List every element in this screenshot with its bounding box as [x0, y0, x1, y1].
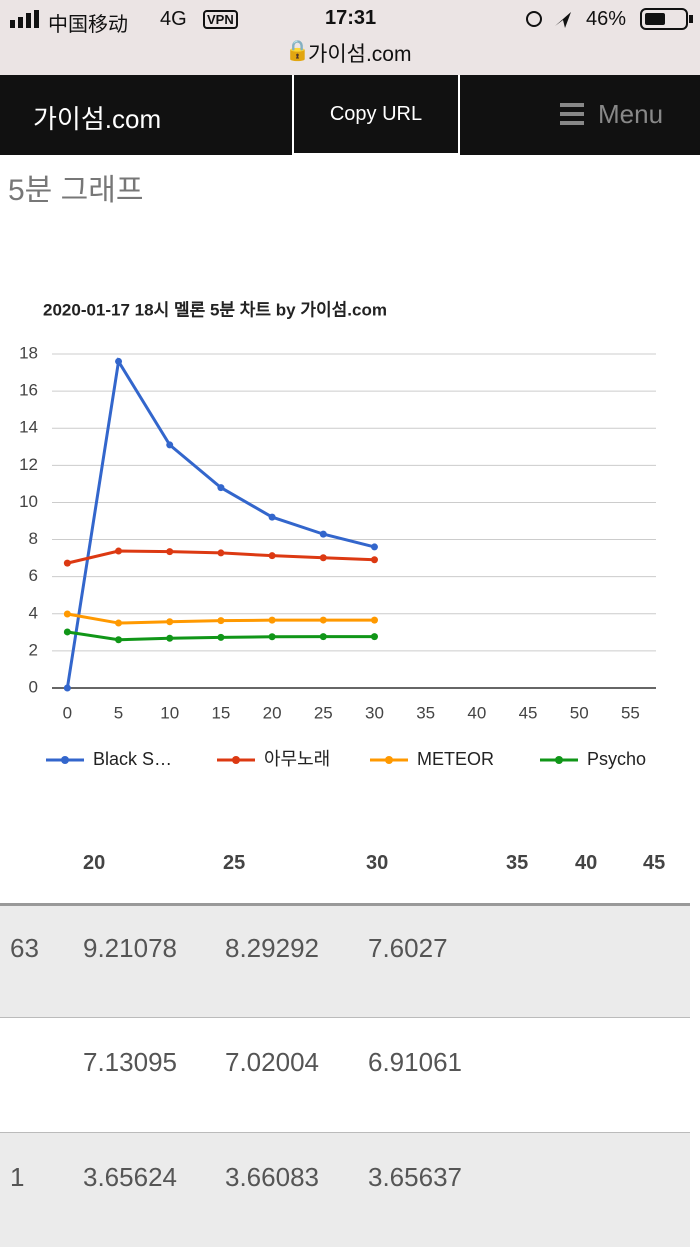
- data-point: [370, 543, 378, 551]
- data-point: [115, 547, 123, 555]
- y-tick-label: 0: [29, 677, 38, 696]
- legend-label: 아무노래: [264, 749, 330, 769]
- logo[interactable]: 가이섬.com: [33, 104, 162, 134]
- table-cell: 3.65624: [83, 1162, 177, 1192]
- data-point: [115, 357, 123, 365]
- nav-bar: 가이섬.com Copy URL Menu: [0, 75, 700, 155]
- x-tick-label: 5: [114, 703, 123, 722]
- x-tick-label: 45: [519, 703, 538, 722]
- y-tick-label: 10: [19, 492, 38, 511]
- data-point: [268, 552, 276, 560]
- data-point: [268, 616, 276, 624]
- y-tick-label: 16: [19, 381, 38, 400]
- table-cell: 3.65637: [368, 1162, 462, 1192]
- data-point: [63, 610, 71, 618]
- battery-icon: [640, 8, 693, 30]
- menu-label[interactable]: Menu: [598, 99, 664, 129]
- x-tick-label: 20: [263, 703, 282, 722]
- chart: 2020-01-17 18시 멜론 5분 차트 by 가이섬.com 0 2 4 6 8…: [19, 300, 656, 769]
- table-row: [0, 903, 690, 1020]
- copy-url-button[interactable]: Copy URL: [292, 75, 460, 155]
- x-tick-label: 40: [467, 703, 486, 722]
- data-point: [319, 633, 327, 641]
- legend-label: Psycho: [587, 749, 646, 769]
- column-header: 30: [366, 852, 389, 874]
- column-header: 20: [83, 852, 106, 874]
- x-tick-label: 10: [160, 703, 179, 722]
- x-tick-label: 25: [314, 703, 333, 722]
- data-point: [370, 616, 378, 624]
- column-header: 40: [575, 852, 598, 874]
- data-point: [115, 619, 123, 627]
- table-cell: 3.66083: [225, 1162, 319, 1192]
- column-header: 25: [223, 852, 246, 874]
- data-point: [166, 618, 174, 626]
- data-point: [63, 628, 71, 636]
- table-row: [0, 1132, 690, 1247]
- table-row: [0, 1017, 690, 1132]
- data-point: [63, 559, 71, 567]
- data-point: [319, 616, 327, 624]
- data-point: [268, 513, 276, 521]
- data-point: [370, 633, 378, 641]
- data-point: [115, 636, 123, 644]
- y-tick-label: 4: [29, 603, 38, 622]
- carrier: 中国移动: [48, 14, 128, 36]
- x-tick-label: 15: [211, 703, 230, 722]
- legend-dot: [232, 756, 240, 764]
- vpn-badge: VPN: [203, 10, 238, 29]
- x-tick-label: 35: [416, 703, 435, 722]
- status-bar: 中国移动 4G VPN 17:31 46% 🔒 가이섬.com: [0, 0, 700, 75]
- time: 17:31: [325, 7, 377, 29]
- data-point: [166, 441, 174, 449]
- data-point: [217, 484, 225, 492]
- data-table: 20 25 30 35 40 45 63 9.21078 8.29292 7.6027 7.1309…: [0, 830, 700, 1247]
- section-title: 5분 그래프: [8, 174, 144, 207]
- table-cell: 63: [10, 933, 39, 963]
- y-tick-label: 6: [29, 566, 38, 585]
- data-point: [63, 684, 71, 692]
- y-tick-label: 18: [19, 343, 38, 362]
- data-point: [166, 634, 174, 642]
- data-point: [217, 549, 225, 557]
- data-point: [268, 633, 276, 641]
- legend-dot: [555, 756, 563, 764]
- column-header: 45: [643, 852, 666, 874]
- y-tick-label: 12: [19, 455, 38, 474]
- table-cell: 6.91061: [368, 1047, 462, 1077]
- menu-icon[interactable]: [560, 103, 586, 125]
- legend-label: METEOR: [417, 749, 494, 769]
- table-cell: 7.6027: [368, 933, 448, 963]
- signal-icon: [10, 10, 39, 28]
- table-cell: 8.29292: [225, 933, 319, 963]
- x-tick-label: 50: [570, 703, 589, 722]
- legend-dot: [385, 756, 393, 764]
- lock-icon: 🔒: [285, 40, 310, 62]
- location-icons: [526, 11, 571, 28]
- battery-level: 46%: [586, 8, 627, 30]
- table-cell: 7.13095: [83, 1047, 177, 1077]
- column-header: 35: [506, 852, 529, 874]
- y-tick-label: 2: [29, 640, 38, 659]
- network: 4G: [160, 8, 187, 30]
- y-tick-label: 8: [29, 529, 38, 548]
- chart-title: 2020-01-17 18시 멜론 5분 차트 by 가이섬.com: [43, 300, 387, 319]
- url: 가이섬.com: [308, 43, 412, 66]
- y-tick-label: 14: [19, 418, 38, 437]
- legend-dot: [61, 756, 69, 764]
- x-tick-label: 30: [365, 703, 384, 722]
- legend-label: Black S…: [93, 749, 172, 769]
- data-point: [217, 633, 225, 641]
- data-point: [217, 617, 225, 625]
- table-cell: 9.21078: [83, 933, 177, 963]
- x-tick-label: 0: [63, 703, 72, 722]
- x-tick-label: 55: [621, 703, 640, 722]
- data-point: [166, 548, 174, 556]
- table-cell: 7.02004: [225, 1047, 319, 1077]
- data-point: [370, 556, 378, 564]
- data-point: [319, 554, 327, 562]
- table-cell: 1: [10, 1162, 25, 1192]
- data-point: [319, 530, 327, 538]
